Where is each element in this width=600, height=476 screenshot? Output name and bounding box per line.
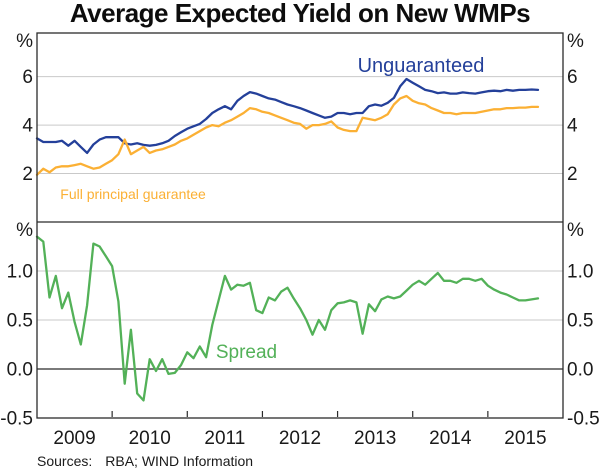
- y-axis-label-left: 1.0: [7, 262, 33, 283]
- y-axis-label-left: 0.0: [7, 360, 33, 381]
- chart-title: Average Expected Yield on New WMPs: [69, 0, 531, 28]
- y-axis-label-right: 4: [567, 116, 578, 137]
- y-axis-label-right: 0.0: [567, 360, 593, 381]
- series-layer: [35, 77, 540, 402]
- series-label-full-principal-guarantee: Full principal guarantee: [60, 186, 206, 202]
- y-axis-label-right: 2: [567, 164, 578, 185]
- axis-labels-layer: 2 2 4 4 6 6% % -0.5 -0.5 0.0 0.0 0.5 0.5 1.0 1.0% % 2009…: [0, 31, 600, 449]
- y-axis-label-left: -0.5: [0, 409, 33, 430]
- y-axis-label-right: 1.0: [567, 262, 593, 283]
- x-axis-label-2013: 2013: [354, 428, 396, 449]
- plot-border: [36, 32, 564, 419]
- source-label: Sources:: [37, 453, 93, 469]
- frame-layer: [36, 32, 564, 419]
- x-axis-label-2015: 2015: [504, 428, 546, 449]
- gridlines-layer: [37, 76, 563, 370]
- y-axis-label-left: 6: [22, 67, 33, 88]
- annotations-layer: Unguaranteed Full principal guarantee Spre…: [60, 55, 484, 363]
- source-text: RBA; WIND Information: [105, 453, 254, 469]
- series-line-spread: [35, 235, 540, 402]
- y-axis-unit-right: %: [567, 220, 584, 241]
- y-axis-unit-left: %: [16, 31, 33, 52]
- y-axis-label-left: 4: [22, 116, 33, 137]
- x-axis-label-2014: 2014: [429, 428, 472, 449]
- y-axis-unit-left: %: [16, 220, 33, 241]
- y-axis-label-right: 0.5: [567, 311, 593, 332]
- x-axis-label-2012: 2012: [279, 428, 321, 449]
- x-axis-label-2009: 2009: [53, 428, 95, 449]
- series-line-unguaranteed: [35, 77, 540, 155]
- series-label-unguaranteed: Unguaranteed: [358, 55, 485, 77]
- y-axis-label-left: 2: [22, 164, 33, 185]
- x-axis-label-2011: 2011: [204, 428, 245, 449]
- y-axis-unit-right: %: [567, 31, 584, 52]
- y-axis-label-right: 6: [567, 67, 578, 88]
- series-label-spread: Spread: [216, 342, 277, 363]
- x-axis-label-2010: 2010: [129, 428, 171, 449]
- y-axis-label-right: -0.5: [567, 409, 600, 430]
- y-axis-label-left: 0.5: [7, 311, 33, 332]
- source-note: Sources: RBA; WIND Information: [37, 453, 253, 469]
- series-line-full-principal-guarantee: [35, 94, 540, 176]
